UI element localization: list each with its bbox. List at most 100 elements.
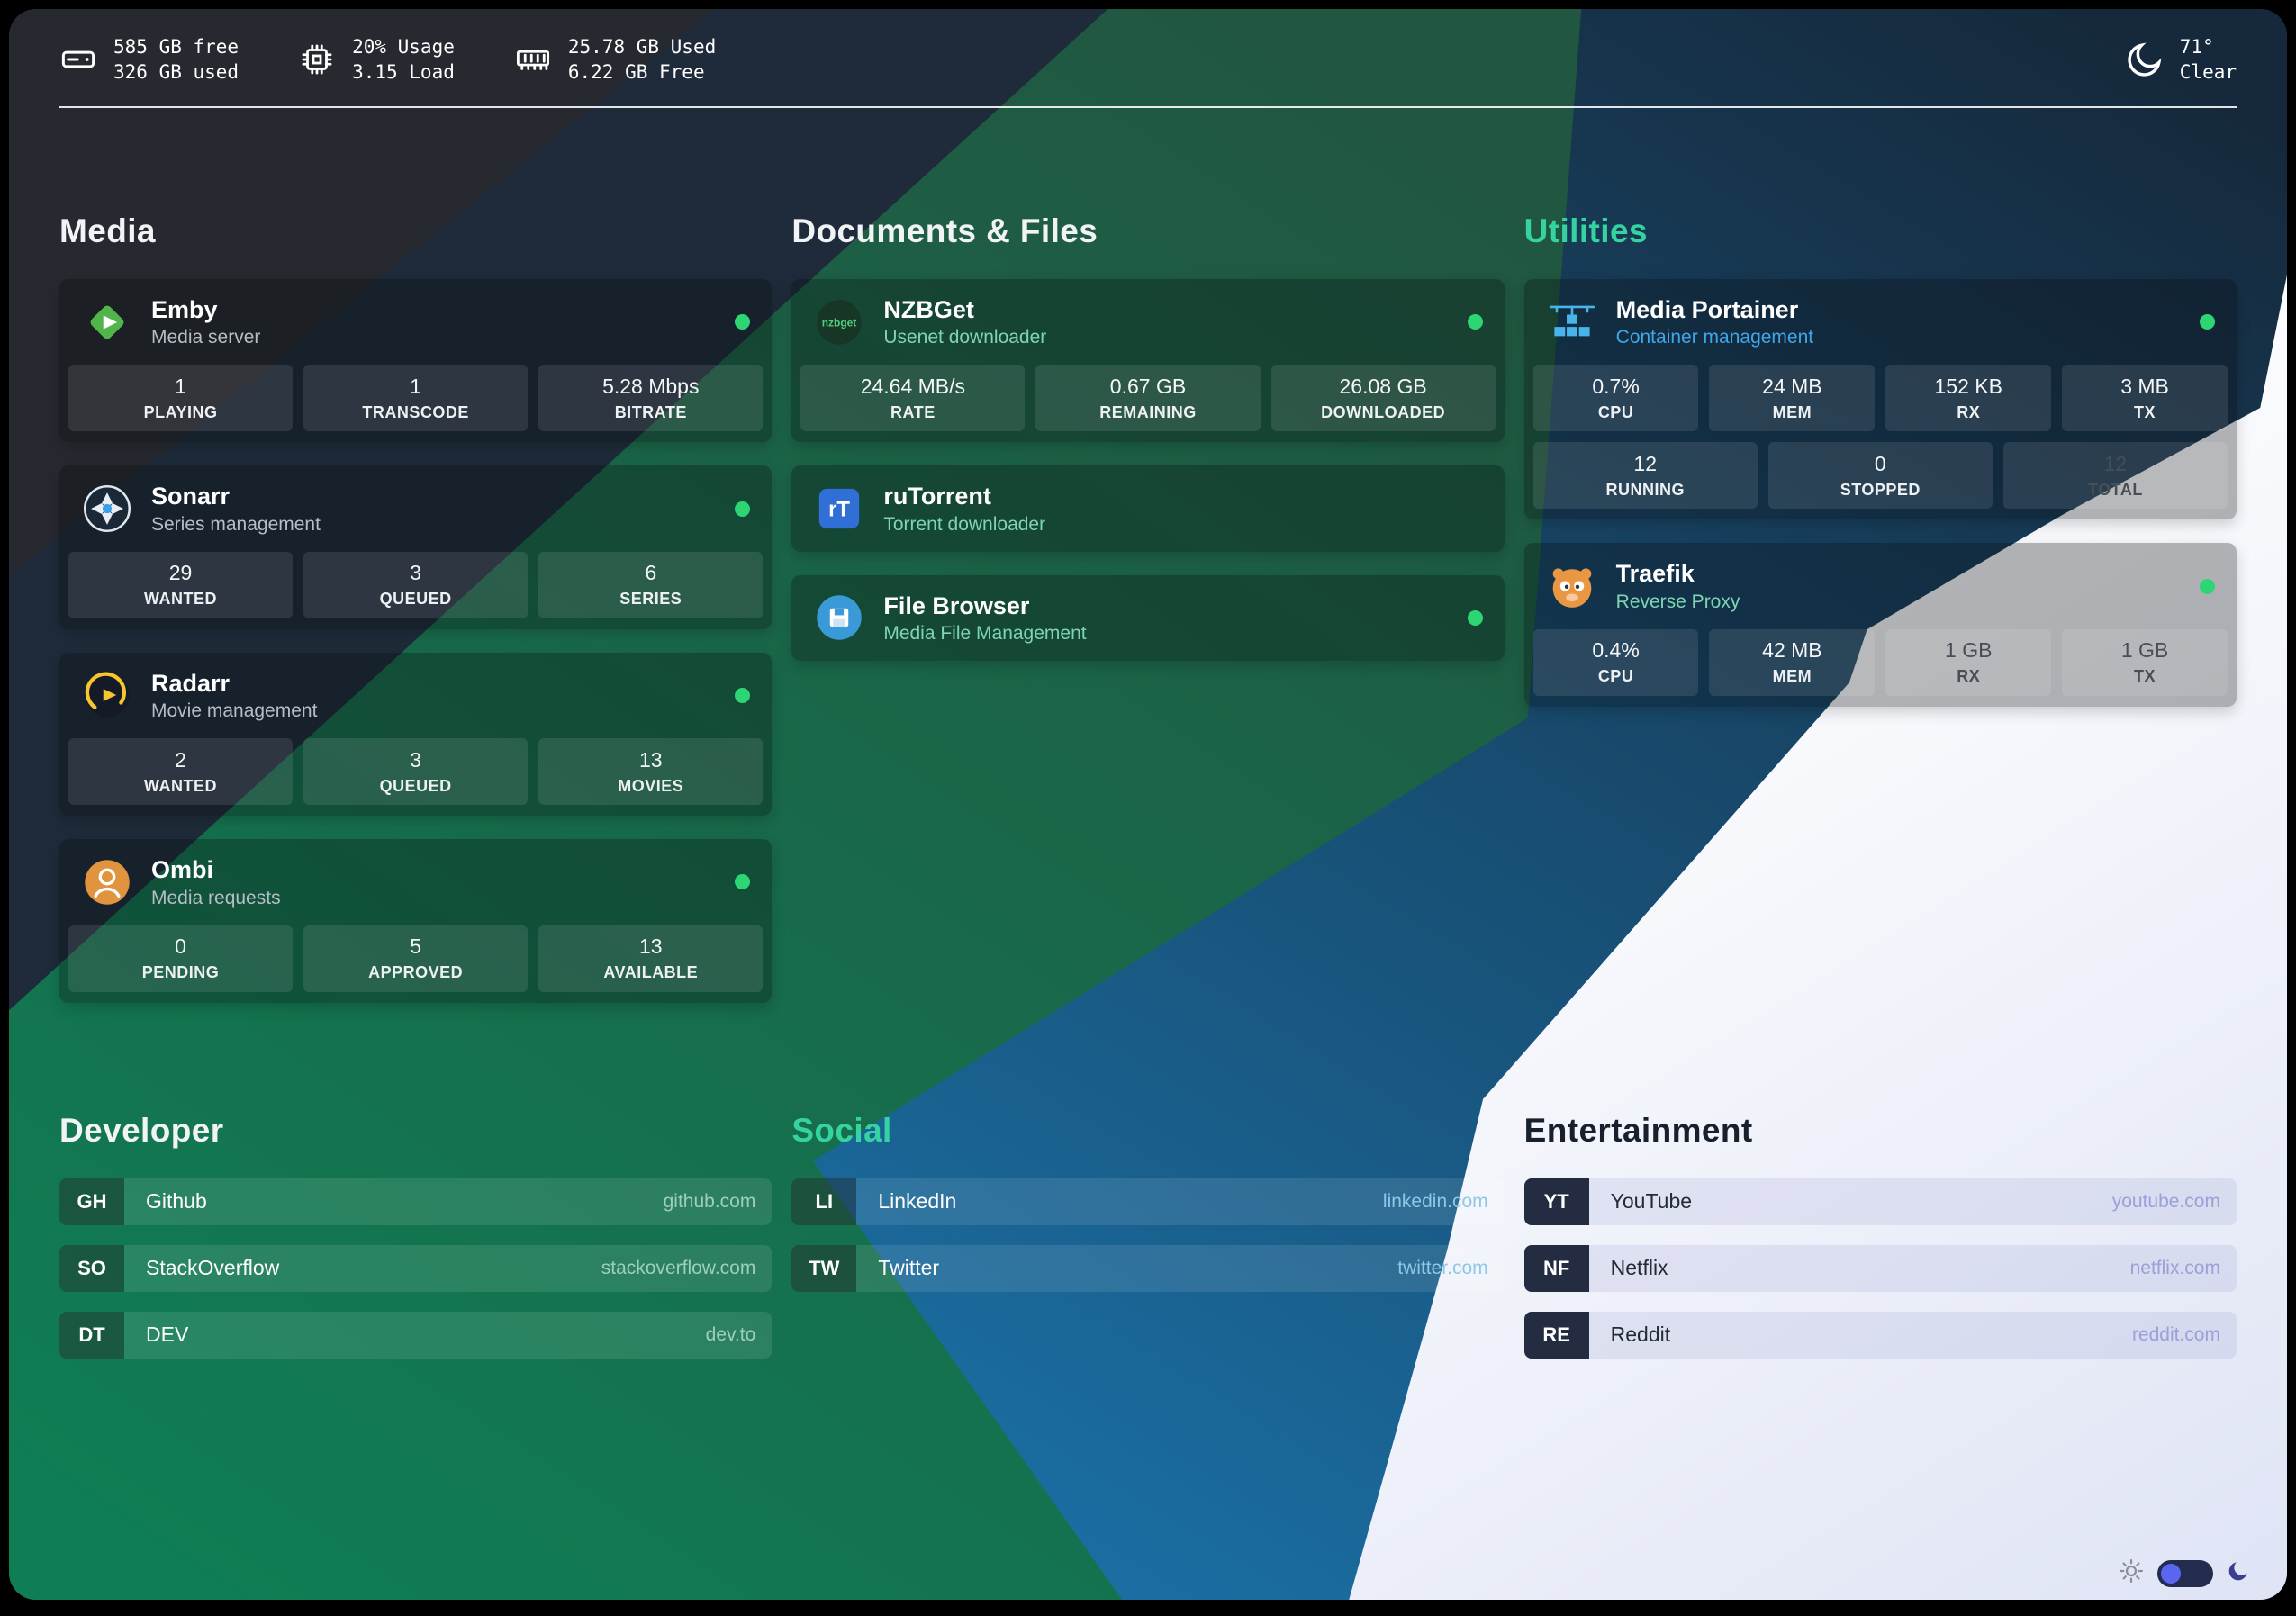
stat-value: 0.4% bbox=[1592, 638, 1640, 663]
cpu-load: 3.15 Load bbox=[352, 61, 455, 83]
bookmark-dev[interactable]: DT DEV dev.to bbox=[59, 1311, 773, 1359]
moon-weather-icon bbox=[2124, 39, 2165, 80]
stat-value: 12 bbox=[1633, 451, 1657, 475]
sonarr-icon bbox=[81, 483, 133, 535]
app-subtitle: Container management bbox=[1615, 327, 1814, 348]
memory-free: 6.22 GB Free bbox=[567, 61, 705, 83]
stat-queued: 3 QUEUED bbox=[303, 551, 529, 618]
card-header: Traefik Reverse Proxy bbox=[1524, 543, 2237, 628]
bookmark-group-title: Developer bbox=[59, 1111, 224, 1149]
stat-label: DOWNLOADED bbox=[1321, 402, 1446, 421]
radarr-icon bbox=[81, 669, 133, 721]
bookmark-youtube[interactable]: YT YouTube youtube.com bbox=[1523, 1178, 2237, 1225]
app-subtitle: Movie management bbox=[151, 700, 318, 722]
stat-rate: 24.64 MB/s RATE bbox=[800, 365, 1026, 432]
stat-label: RUNNING bbox=[1605, 480, 1685, 499]
top-divider bbox=[59, 106, 2237, 108]
bookmark-group-title: Social bbox=[791, 1111, 892, 1149]
bookmark-url: github.com bbox=[663, 1190, 756, 1212]
cpu-icon bbox=[298, 41, 336, 78]
stat-label: TOTAL bbox=[2088, 480, 2143, 499]
bookmark-url: dev.to bbox=[705, 1323, 756, 1345]
stat-label: RX bbox=[1957, 667, 1981, 686]
stat-pending: 0 PENDING bbox=[68, 925, 294, 992]
app-card-ombi[interactable]: Ombi Media requests 0 PENDING 5 APPROVED bbox=[59, 839, 773, 1003]
stat-value: 29 bbox=[168, 561, 193, 585]
bookmark-abbr: NF bbox=[1523, 1244, 1589, 1292]
card-header: rT ruTorrent Torrent downloader bbox=[791, 465, 1504, 551]
bookmarks-grid: Developer GH Github github.com SO StackO… bbox=[59, 1112, 2237, 1378]
card-header: Media Portainer Container management bbox=[1524, 279, 2237, 365]
theme-toggle-switch[interactable] bbox=[2157, 1559, 2213, 1587]
stat-value: 24.64 MB/s bbox=[860, 374, 966, 398]
stat-movies: 13 MOVIES bbox=[538, 738, 764, 806]
card-header: Ombi Media requests bbox=[59, 839, 772, 925]
theme-toggle-knob bbox=[2161, 1563, 2181, 1584]
portainer-icon bbox=[1546, 296, 1598, 348]
bookmark-name: StackOverflow bbox=[146, 1256, 280, 1280]
app-card-filebrowser[interactable]: File Browser Media File Management bbox=[791, 574, 1505, 662]
stat-label: MEM bbox=[1772, 667, 1812, 686]
section-title-documents: Documents & Files bbox=[791, 212, 1098, 249]
stat-label: WANTED bbox=[144, 590, 218, 609]
stat-value: 13 bbox=[638, 934, 663, 959]
theme-toggle bbox=[2118, 1557, 2251, 1589]
bookmark-reddit[interactable]: RE Reddit reddit.com bbox=[1523, 1311, 2237, 1359]
stat-value: 0.7% bbox=[1592, 374, 1640, 398]
status-dot bbox=[2199, 578, 2215, 594]
bookmark-netflix[interactable]: NF Netflix netflix.com bbox=[1523, 1244, 2237, 1292]
app-subtitle: Media requests bbox=[151, 887, 281, 908]
app-stats-row1: 0.7% CPU 24 MB MEM 152 KB RX 3 MB bbox=[1524, 365, 2237, 442]
bookmark-group-entertainment: Entertainment YT YouTube youtube.com NF … bbox=[1523, 1112, 2237, 1378]
disk-free: 585 GB free bbox=[113, 36, 240, 58]
app-card-rutorrent[interactable]: rT ruTorrent Torrent downloader bbox=[791, 465, 1505, 552]
app-card-traefik[interactable]: Traefik Reverse Proxy 0.4% CPU 42 MB MEM bbox=[1523, 543, 2237, 707]
background-stripes bbox=[9, 9, 2287, 1600]
stat-queued: 3 QUEUED bbox=[303, 738, 529, 806]
app-card-sonarr[interactable]: Sonarr Series management 29 WANTED 3 QUE… bbox=[59, 465, 773, 629]
bookmark-abbr: DT bbox=[59, 1311, 124, 1359]
bookmark-linkedin[interactable]: LI LinkedIn linkedin.com bbox=[791, 1178, 1505, 1225]
app-subtitle: Media server bbox=[151, 327, 261, 348]
svg-text:nzbget: nzbget bbox=[822, 316, 856, 329]
section-title-media: Media bbox=[59, 212, 156, 249]
rutorrent-icon: rT bbox=[813, 483, 865, 535]
app-card-nzbget[interactable]: nzbget NZBGet Usenet downloader 24.64 MB… bbox=[791, 279, 1505, 443]
weather-temperature: 71° bbox=[2179, 36, 2214, 58]
app-subtitle: Usenet downloader bbox=[883, 327, 1047, 348]
stat-label: REMAINING bbox=[1099, 402, 1197, 421]
bookmark-abbr: RE bbox=[1523, 1311, 1589, 1359]
stat-available: 13 AVAILABLE bbox=[538, 925, 764, 992]
app-card-radarr[interactable]: Radarr Movie management 2 WANTED 3 QUEUE… bbox=[59, 652, 773, 817]
stat-value: 42 MB bbox=[1762, 638, 1822, 663]
app-stats: 2 WANTED 3 QUEUED 13 MOVIES bbox=[59, 738, 772, 816]
stat-label: PLAYING bbox=[143, 402, 218, 421]
disk-used: 326 GB used bbox=[113, 61, 240, 83]
stat-value: 0 bbox=[175, 934, 186, 959]
nzbget-icon: nzbget bbox=[813, 296, 865, 348]
stat-label: QUEUED bbox=[379, 590, 452, 609]
stat-transcode: 1 TRANSCODE bbox=[303, 365, 529, 432]
stat-label: RATE bbox=[890, 402, 936, 421]
card-header: nzbget NZBGet Usenet downloader bbox=[791, 279, 1504, 365]
section-documents: Documents & Files nzbget NZBGet Usenet d… bbox=[791, 212, 1505, 1026]
status-dot bbox=[735, 314, 751, 330]
app-card-portainer[interactable]: Media Portainer Container management 0.7… bbox=[1523, 279, 2237, 520]
bookmark-github[interactable]: GH Github github.com bbox=[59, 1178, 773, 1225]
status-dot bbox=[735, 874, 751, 890]
app-stats: 0 PENDING 5 APPROVED 13 AVAILABLE bbox=[59, 925, 772, 1003]
stat-label: RX bbox=[1957, 402, 1981, 421]
filebrowser-icon bbox=[813, 591, 865, 644]
bookmark-abbr: SO bbox=[59, 1244, 124, 1292]
stat-label: MOVIES bbox=[618, 776, 684, 795]
app-title: Sonarr bbox=[151, 483, 231, 510]
bookmark-name: Github bbox=[146, 1189, 207, 1214]
app-card-emby[interactable]: Emby Media server 1 PLAYING 1 TRANSCODE bbox=[59, 279, 773, 443]
status-dot bbox=[1467, 609, 1483, 626]
bookmark-url: twitter.com bbox=[1397, 1257, 1488, 1278]
stat-value: 0.67 GB bbox=[1109, 374, 1187, 398]
app-subtitle: Series management bbox=[151, 513, 321, 535]
bookmark-abbr: GH bbox=[59, 1178, 124, 1225]
bookmark-twitter[interactable]: TW Twitter twitter.com bbox=[791, 1244, 1505, 1292]
bookmark-stackoverflow[interactable]: SO StackOverflow stackoverflow.com bbox=[59, 1244, 773, 1292]
